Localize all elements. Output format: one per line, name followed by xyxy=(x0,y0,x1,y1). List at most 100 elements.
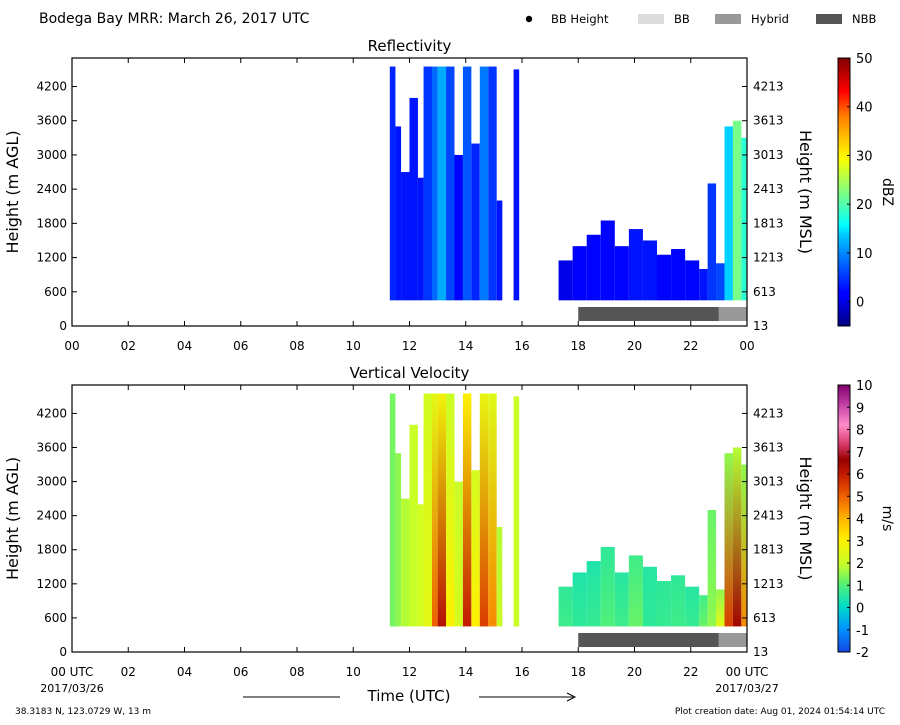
legend-label-bb_height: BB Height xyxy=(551,12,609,26)
precip-column xyxy=(454,481,463,627)
figure-title: Bodega Bay MRR: March 26, 2017 UTC xyxy=(39,11,310,27)
precip-column xyxy=(437,66,447,301)
y-tick-label: 600 xyxy=(44,611,67,625)
y-tick-label: 3600 xyxy=(36,114,67,128)
colorbar-label: dBZ xyxy=(879,178,895,206)
x-tick-label: 16 xyxy=(514,665,529,679)
y-tick-label-right: 3013 xyxy=(753,148,784,162)
y-tick-label-right: 1813 xyxy=(753,543,784,557)
precip-column xyxy=(395,453,402,627)
x-tick-label: 18 xyxy=(571,339,586,353)
y-tick-label: 4200 xyxy=(36,406,67,420)
bb-classification-bar-hybrid xyxy=(718,307,747,321)
colorbar-tick-label: 50 xyxy=(856,52,873,67)
y-tick-label: 1800 xyxy=(36,543,67,557)
y-tick-label: 1200 xyxy=(36,577,67,591)
x-tick-label: 14 xyxy=(458,339,473,353)
precip-column xyxy=(716,589,725,627)
colorbar-label: m/s xyxy=(879,506,895,532)
precip-column xyxy=(471,470,480,627)
precip-column xyxy=(462,66,472,301)
x-tick-label: 20 xyxy=(627,339,642,353)
precip-column xyxy=(724,126,733,301)
bb-classification-bar-hybrid xyxy=(718,633,747,647)
colorbar-tick-label: 2 xyxy=(856,557,864,572)
precip-column xyxy=(423,66,432,301)
y-tick-label: 3600 xyxy=(36,440,67,454)
precip-column xyxy=(496,527,503,627)
y-tick-label: 600 xyxy=(44,285,67,299)
precip-column xyxy=(657,580,672,627)
colorbar-tick-label: 9 xyxy=(856,401,864,416)
y-tick-label-right: 2413 xyxy=(753,509,784,523)
colorbar-tick-label: 10 xyxy=(856,247,873,262)
plot-creation-date: Plot creation date: Aug 01, 2024 01:54:1… xyxy=(675,707,885,717)
precip-column xyxy=(572,572,587,627)
precip-column xyxy=(417,177,424,301)
legend-label-hybrid: Hybrid xyxy=(751,12,789,26)
x-tick-label: 06 xyxy=(233,665,248,679)
colorbar-tick-label: 0 xyxy=(856,296,864,311)
y-tick-label: 3000 xyxy=(36,148,67,162)
y-tick-label-right: 2413 xyxy=(753,182,784,196)
precip-column xyxy=(741,464,747,627)
x-axis-label: Time (UTC) xyxy=(367,687,451,705)
colorbar-tick-label: 4 xyxy=(856,513,864,528)
y-tick-label: 3000 xyxy=(36,475,67,489)
precip-column xyxy=(488,393,497,627)
y-tick-label: 4200 xyxy=(36,80,67,94)
colorbar-tick-label: 8 xyxy=(856,424,864,439)
precip-column xyxy=(409,424,418,627)
colorbar-tick-label: 6 xyxy=(856,468,864,483)
precip-column xyxy=(600,220,615,301)
precip-column xyxy=(699,595,708,627)
precip-column xyxy=(671,575,686,627)
y-tick-label-right: 3613 xyxy=(753,114,784,128)
x-tick-label: 00 UTC xyxy=(51,665,94,679)
x-tick-label: 00 UTC xyxy=(726,665,769,679)
precip-column xyxy=(657,254,672,301)
y-tick-label-right: 3013 xyxy=(753,475,784,489)
precip-column xyxy=(707,183,717,301)
precip-column xyxy=(395,126,402,301)
precip-column xyxy=(389,393,396,627)
x-tick-label: 04 xyxy=(177,665,192,679)
x-tick-label: 10 xyxy=(346,339,361,353)
colorbar-tick-label: 3 xyxy=(856,535,864,550)
y-axis-label-right: Height (m MSL) xyxy=(796,456,815,580)
y-tick-label: 1200 xyxy=(36,251,67,265)
legend-dot-bb-height xyxy=(525,15,533,23)
precip-column xyxy=(401,498,410,627)
colorbar-tick-label: -1 xyxy=(856,624,869,639)
x-tick-label: 00 xyxy=(739,339,754,353)
x-tick-label: 10 xyxy=(346,665,361,679)
x-tick-label: 08 xyxy=(289,339,304,353)
precip-column xyxy=(642,240,657,301)
precip-column xyxy=(432,393,438,627)
x-date-left: 2017/03/26 xyxy=(40,682,103,695)
precip-column xyxy=(699,268,708,301)
y-axis-label-right: Height (m MSL) xyxy=(796,130,815,254)
colorbar-tick-label: -2 xyxy=(856,646,869,661)
x-tick-label: 06 xyxy=(233,339,248,353)
legend-swatch-bb xyxy=(638,14,664,24)
x-tick-label: 02 xyxy=(121,339,136,353)
legend-label-bb: BB xyxy=(674,12,690,26)
precip-column xyxy=(586,561,601,627)
legend-swatch-nbb xyxy=(816,14,842,24)
precip-column xyxy=(685,260,700,301)
y-tick-label-right: 13 xyxy=(753,645,768,659)
y-tick-label: 1800 xyxy=(36,216,67,230)
precip-column xyxy=(462,393,472,627)
y-axis-label-left: Height (m AGL) xyxy=(3,130,22,253)
precip-column xyxy=(417,504,424,627)
y-tick-label: 0 xyxy=(59,319,67,333)
y-tick-label-right: 4213 xyxy=(753,406,784,420)
precip-column xyxy=(671,249,686,301)
x-tick-label: 20 xyxy=(627,665,642,679)
x-tick-label: 22 xyxy=(683,339,698,353)
y-tick-label-right: 1213 xyxy=(753,251,784,265)
precip-column xyxy=(628,229,643,301)
x-tick-label: 18 xyxy=(571,665,586,679)
